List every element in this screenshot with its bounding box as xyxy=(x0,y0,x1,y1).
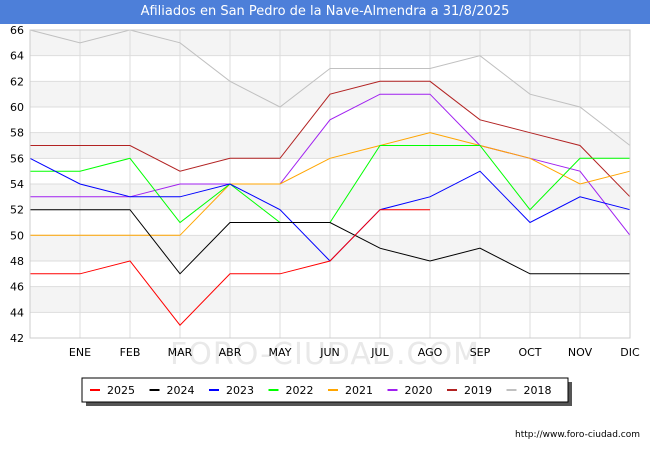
y-tick-label: 62 xyxy=(10,75,24,88)
y-tick-label: 66 xyxy=(10,24,24,37)
x-tick-label: SEP xyxy=(470,346,491,359)
legend-label-2018: 2018 xyxy=(524,384,552,397)
legend: 2025 2024 2023 2022 2021 2020 2019 2018 xyxy=(90,384,552,397)
x-tick-label: JUN xyxy=(319,346,340,359)
y-tick-label: 46 xyxy=(10,281,24,294)
legend-label-2021: 2021 xyxy=(345,384,373,397)
y-tick-label: 44 xyxy=(10,306,24,319)
y-tick-label: 52 xyxy=(10,204,24,217)
y-tick-label: 54 xyxy=(10,178,24,191)
x-tick-label: MAR xyxy=(168,346,193,359)
x-tick-label: JUL xyxy=(370,346,389,359)
footer-url: http://www.foro-ciudad.com xyxy=(515,430,640,440)
legend-label-2024: 2024 xyxy=(167,384,195,397)
series-line-2021 xyxy=(30,132,631,236)
series-line-2024 xyxy=(30,209,630,275)
x-tick-label: FEB xyxy=(120,346,141,359)
series-lines xyxy=(29,29,631,326)
chart-title: Afiliados en San Pedro de la Nave-Almend… xyxy=(0,0,650,24)
legend-label-2020: 2020 xyxy=(405,384,433,397)
x-tick-label: ABR xyxy=(219,346,242,359)
legend-label-2025: 2025 xyxy=(107,384,135,397)
y-tick-label: 64 xyxy=(10,50,24,63)
x-tick-label: OCT xyxy=(518,346,541,359)
plot-frame xyxy=(29,29,631,339)
series-line-2019 xyxy=(30,80,631,198)
y-tick-label: 58 xyxy=(10,127,24,140)
x-tick-label: DIC xyxy=(620,346,640,359)
y-tick-label: 50 xyxy=(10,229,24,242)
y-tick-label: 60 xyxy=(10,101,24,114)
y-tick-label: 48 xyxy=(10,255,24,268)
y-tick-label: 42 xyxy=(10,332,24,345)
legend-label-2019: 2019 xyxy=(464,384,492,397)
legend-label-2023: 2023 xyxy=(226,384,254,397)
legend-label-2022: 2022 xyxy=(286,384,314,397)
x-tick-label: MAY xyxy=(269,346,292,359)
x-axis-labels: ENE FEB MAR ABR MAY JUN JUL AGO SEP OCT NOV DIC xyxy=(69,346,640,359)
series-line-2025 xyxy=(30,209,430,326)
y-tick-label: 56 xyxy=(10,152,24,165)
legend-box xyxy=(81,377,569,403)
x-tick-label: ENE xyxy=(69,346,91,359)
x-tick-label: AGO xyxy=(418,346,443,359)
watermark: FORO-CIUDAD.COM xyxy=(170,337,480,372)
x-tick-label: NOV xyxy=(568,346,593,359)
y-axis-labels: 42 44 46 48 50 52 54 56 58 60 62 64 66 xyxy=(10,24,24,345)
